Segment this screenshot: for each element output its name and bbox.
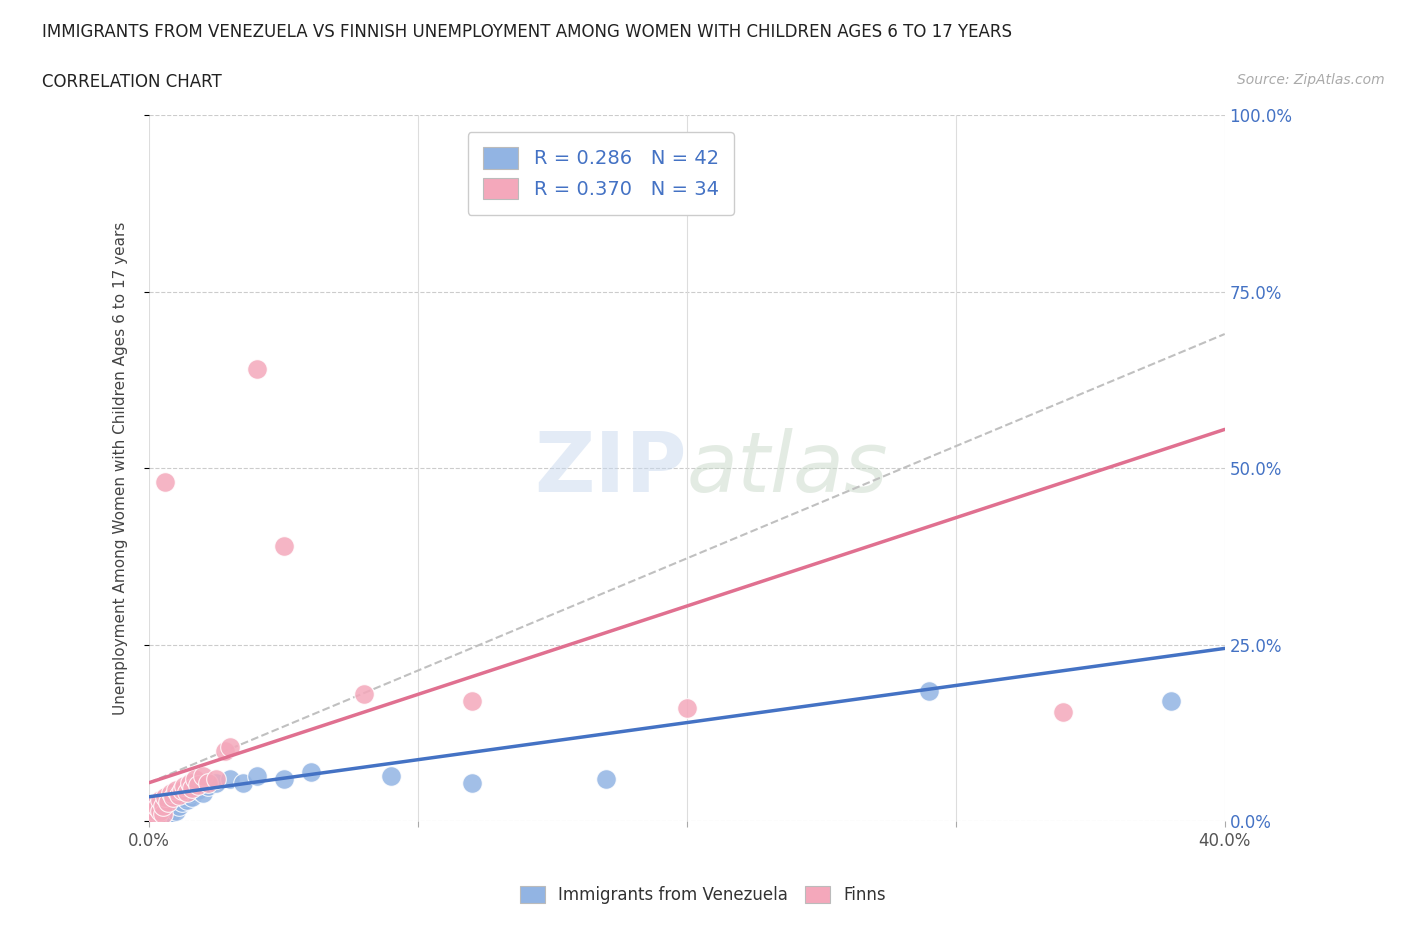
Point (595, 772, 617, 787)
Point (143, 804, 166, 818)
Point (187, 777, 209, 792)
Point (380, 768, 402, 783)
Point (184, 772, 207, 787)
Point (205, 776, 228, 790)
Point (152, 807, 174, 822)
Point (1160, 694, 1182, 709)
Legend: Immigrants from Venezuela, Finns: Immigrants from Venezuela, Finns (513, 879, 893, 910)
Point (143, 796, 166, 811)
Point (157, 796, 180, 811)
Point (146, 800, 169, 815)
Point (152, 811, 174, 826)
Point (232, 776, 254, 790)
Point (246, 768, 269, 783)
Point (157, 804, 180, 818)
Point (146, 802, 169, 817)
Point (1052, 705, 1074, 720)
Point (214, 743, 236, 758)
Point (165, 782, 187, 797)
Point (219, 772, 242, 787)
Text: CORRELATION CHART: CORRELATION CHART (42, 73, 222, 90)
Point (162, 790, 184, 804)
Point (149, 804, 172, 818)
Point (162, 793, 184, 808)
Point (197, 776, 219, 790)
Y-axis label: Unemployment Among Women with Children Ages 6 to 17 years: Unemployment Among Women with Children A… (114, 221, 128, 715)
Point (170, 782, 193, 797)
Text: IMMIGRANTS FROM VENEZUELA VS FINNISH UNEMPLOYMENT AMONG WOMEN WITH CHILDREN AGES: IMMIGRANTS FROM VENEZUELA VS FINNISH UNE… (42, 23, 1012, 41)
Point (918, 684, 941, 698)
Point (165, 804, 187, 818)
Point (173, 790, 195, 804)
Text: Source: ZipAtlas.com: Source: ZipAtlas.com (1237, 73, 1385, 86)
Point (149, 805, 172, 820)
Point (179, 776, 201, 790)
Point (155, 808, 177, 823)
Point (155, 802, 177, 817)
Point (159, 805, 181, 820)
Point (176, 793, 198, 808)
Point (167, 787, 190, 802)
Point (155, 475, 177, 490)
Point (170, 794, 193, 809)
Point (205, 772, 228, 787)
Point (157, 794, 180, 809)
Text: atlas: atlas (688, 428, 889, 509)
Point (353, 687, 375, 702)
Point (187, 782, 209, 797)
Point (273, 538, 295, 553)
Legend: R = 0.286   N = 42, R = 0.370   N = 34: R = 0.286 N = 42, R = 0.370 N = 34 (468, 132, 734, 215)
Point (165, 796, 187, 811)
Point (152, 807, 174, 822)
Point (159, 800, 181, 815)
Point (141, 800, 163, 815)
Point (152, 800, 174, 815)
Point (219, 740, 242, 755)
Point (159, 786, 181, 801)
Point (191, 786, 214, 801)
Point (152, 799, 174, 814)
Point (146, 808, 169, 823)
Point (141, 807, 163, 822)
Point (461, 776, 484, 790)
Point (173, 778, 195, 793)
Point (461, 694, 484, 709)
Point (191, 768, 214, 783)
Point (273, 772, 295, 787)
Point (149, 793, 172, 808)
Point (155, 790, 177, 804)
Point (179, 786, 201, 801)
Point (141, 807, 163, 822)
Point (181, 780, 204, 795)
Point (176, 784, 198, 799)
Point (676, 701, 699, 716)
Text: ZIP: ZIP (534, 428, 688, 509)
Point (299, 764, 322, 779)
Point (143, 804, 166, 818)
Point (143, 796, 166, 811)
Point (146, 808, 169, 823)
Point (149, 799, 172, 814)
Point (167, 799, 190, 814)
Point (246, 362, 269, 377)
Point (181, 790, 204, 804)
Point (197, 778, 219, 793)
Point (146, 794, 169, 809)
Point (149, 811, 172, 826)
